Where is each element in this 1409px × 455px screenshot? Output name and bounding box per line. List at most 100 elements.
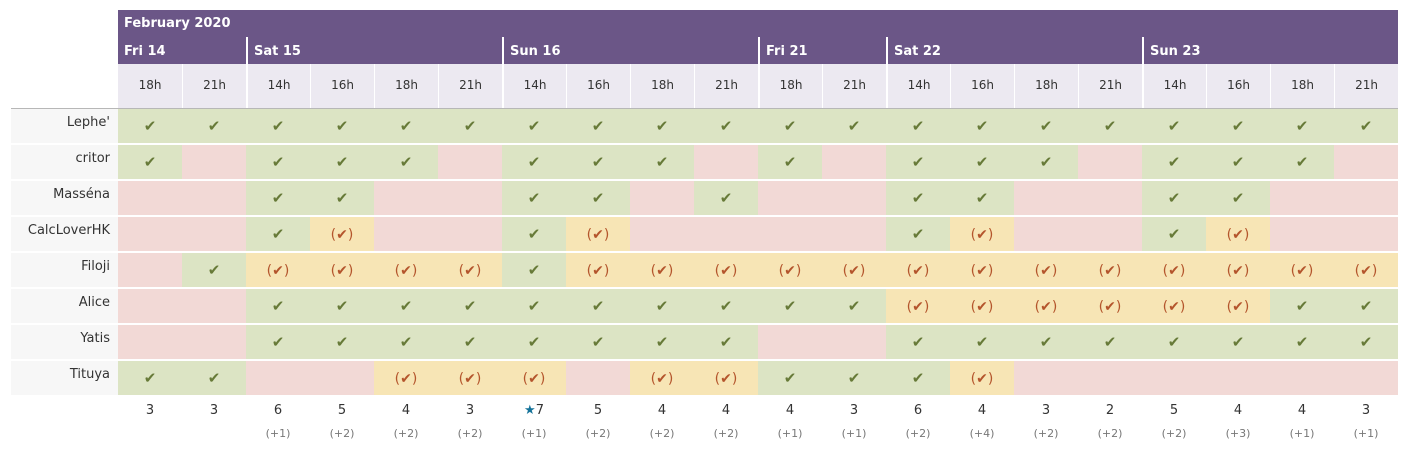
- vote-maybe-cell: (✔): [502, 361, 566, 395]
- vote-maybe-cell: (✔): [374, 253, 438, 287]
- time-slot-header: 18h: [374, 64, 438, 108]
- slot-total-value: 3: [209, 403, 219, 418]
- vote-no-cell: [758, 181, 822, 215]
- check-icon: ✔: [1231, 189, 1245, 207]
- vote-maybe-cell: (✔): [1142, 253, 1206, 287]
- check-icon: ✔: [591, 153, 605, 171]
- vote-yes-cell: ✔: [310, 289, 374, 323]
- check-icon: ✔: [527, 189, 541, 207]
- slot-total-value: 6: [913, 403, 923, 418]
- time-slot-header: 14h: [886, 64, 950, 108]
- vote-maybe-cell: (✔): [1014, 253, 1078, 287]
- check-icon: ✔: [1231, 117, 1245, 135]
- maybe-check-icon: (✔): [1098, 299, 1122, 315]
- slot-maybe-count: (+3): [1225, 427, 1251, 440]
- check-icon: ✔: [463, 333, 477, 351]
- vote-maybe-cell: (✔): [822, 253, 886, 287]
- maybe-check-icon: (✔): [1034, 299, 1058, 315]
- vote-yes-cell: ✔: [822, 109, 886, 143]
- vote-maybe-cell: (✔): [886, 253, 950, 287]
- day-header: Fri 21: [758, 37, 886, 64]
- maybe-check-icon: (✔): [1290, 263, 1314, 279]
- vote-no-cell: [1014, 217, 1078, 251]
- slot-total: 4: [694, 403, 758, 423]
- day-header: Sat 15: [246, 37, 502, 64]
- check-icon: ✔: [399, 297, 413, 315]
- vote-maybe-cell: (✔): [1206, 289, 1270, 323]
- vote-no-cell: [118, 217, 182, 251]
- vote-no-cell: [118, 253, 182, 287]
- check-icon: ✔: [911, 333, 925, 351]
- check-icon: ✔: [719, 297, 733, 315]
- vote-maybe-cell: (✔): [1206, 253, 1270, 287]
- time-slot-header: 16h: [566, 64, 630, 108]
- vote-maybe-cell: (✔): [310, 253, 374, 287]
- check-icon: ✔: [1103, 333, 1117, 351]
- participant-name: Filoji: [11, 253, 118, 287]
- check-icon: ✔: [911, 153, 925, 171]
- slot-total-value: 3: [849, 403, 859, 418]
- vote-yes-cell: ✔: [374, 145, 438, 179]
- vote-yes-cell: ✔: [118, 109, 182, 143]
- vote-yes-cell: ✔: [1206, 325, 1270, 359]
- vote-yes-cell: ✔: [1206, 109, 1270, 143]
- check-icon: ✔: [847, 369, 861, 387]
- vote-yes-cell: ✔: [1206, 145, 1270, 179]
- vote-maybe-cell: (✔): [310, 217, 374, 251]
- slot-total-value: 2: [1105, 403, 1115, 418]
- slot-total: 3: [438, 403, 502, 423]
- vote-yes-cell: ✔: [1270, 145, 1334, 179]
- maybe-check-icon: (✔): [778, 263, 802, 279]
- vote-yes-cell: ✔: [630, 109, 694, 143]
- vote-no-cell: [374, 217, 438, 251]
- vote-no-cell: [118, 181, 182, 215]
- vote-maybe-cell: (✔): [694, 361, 758, 395]
- slot-total-value: 4: [977, 403, 987, 418]
- vote-yes-cell: ✔: [1014, 109, 1078, 143]
- check-icon: ✔: [591, 189, 605, 207]
- slot-maybe-count: (+1): [1353, 427, 1379, 440]
- check-icon: ✔: [1103, 117, 1117, 135]
- slot-maybe-count: (+2): [649, 427, 675, 440]
- vote-yes-cell: ✔: [374, 289, 438, 323]
- vote-yes-cell: ✔: [502, 145, 566, 179]
- slot-total: 6: [246, 403, 310, 423]
- time-slot-header: 21h: [1078, 64, 1142, 108]
- vote-no-cell: [118, 289, 182, 323]
- vote-maybe-cell: (✔): [950, 217, 1014, 251]
- vote-yes-cell: ✔: [310, 109, 374, 143]
- time-slot-header: 21h: [438, 64, 502, 108]
- slot-total-value: 4: [721, 403, 731, 418]
- vote-yes-cell: ✔: [566, 109, 630, 143]
- vote-yes-cell: ✔: [438, 109, 502, 143]
- check-icon: ✔: [527, 297, 541, 315]
- slot-maybe-count: (+1): [265, 427, 291, 440]
- vote-yes-cell: ✔: [630, 145, 694, 179]
- maybe-check-icon: (✔): [970, 227, 994, 243]
- check-icon: ✔: [271, 297, 285, 315]
- check-icon: ✔: [207, 369, 221, 387]
- maybe-check-icon: (✔): [394, 371, 418, 387]
- check-icon: ✔: [975, 153, 989, 171]
- check-icon: ✔: [911, 117, 925, 135]
- check-icon: ✔: [527, 333, 541, 351]
- vote-no-cell: [1078, 361, 1142, 395]
- vote-no-cell: [630, 217, 694, 251]
- vote-yes-cell: ✔: [246, 325, 310, 359]
- vote-yes-cell: ✔: [1014, 325, 1078, 359]
- check-icon: ✔: [1295, 297, 1309, 315]
- vote-no-cell: [1078, 217, 1142, 251]
- maybe-check-icon: (✔): [266, 263, 290, 279]
- vote-no-cell: [758, 217, 822, 251]
- vote-no-cell: [438, 217, 502, 251]
- participant-name: Alice: [11, 289, 118, 323]
- check-icon: ✔: [591, 117, 605, 135]
- time-slot-header: 21h: [694, 64, 758, 108]
- vote-yes-cell: ✔: [1206, 181, 1270, 215]
- vote-no-cell: [694, 217, 758, 251]
- slot-total-value: 5: [1169, 403, 1179, 418]
- check-icon: ✔: [335, 333, 349, 351]
- vote-no-cell: [182, 217, 246, 251]
- maybe-check-icon: (✔): [522, 371, 546, 387]
- vote-yes-cell: ✔: [246, 181, 310, 215]
